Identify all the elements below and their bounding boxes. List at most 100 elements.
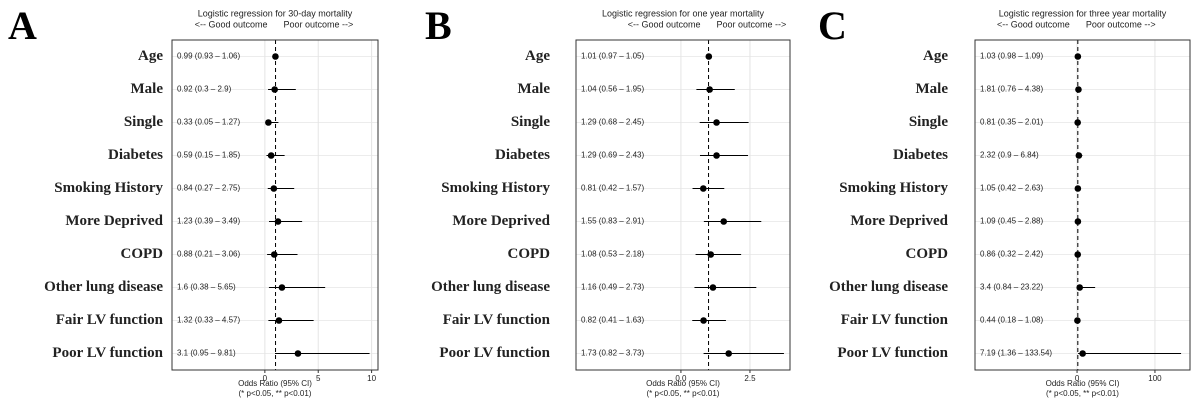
category-label: Fair LV function xyxy=(443,312,551,328)
category-label: Male xyxy=(916,81,949,97)
note: (* p<0.05, ** p<0.01) xyxy=(647,389,720,398)
category-label: Poor LV function xyxy=(439,345,550,361)
category-label: Age xyxy=(138,48,163,64)
x-axis-label: Odds Ratio (95% CI) xyxy=(238,379,312,388)
category-label: Single xyxy=(511,114,551,130)
point xyxy=(294,350,302,357)
point xyxy=(713,152,720,159)
value-label: 1.01 (0.97 – 1.05) xyxy=(581,52,644,61)
category-label: Single xyxy=(124,114,164,130)
point xyxy=(1075,86,1082,93)
annotation: <-- Good outcome xyxy=(997,19,1070,29)
x-tick-label: 0 xyxy=(263,374,268,383)
point xyxy=(720,218,728,225)
point xyxy=(725,350,732,357)
point xyxy=(700,317,707,324)
category-label: Smoking History xyxy=(839,180,948,196)
value-label: 1.6 (0.38 – 5.65) xyxy=(177,283,236,292)
note: (* p<0.05, ** p<0.01) xyxy=(239,389,312,398)
value-label: 2.32 (0.9 – 6.84) xyxy=(980,151,1039,160)
value-label: 1.16 (0.49 – 2.73) xyxy=(581,283,644,292)
point xyxy=(1076,284,1083,291)
category-label: Poor LV function xyxy=(837,345,948,361)
category-label: COPD xyxy=(121,246,164,262)
x-axis-label: Odds Ratio (95% CI) xyxy=(1046,379,1120,388)
panel-letter: C xyxy=(818,3,847,48)
panel-border xyxy=(171,39,379,371)
category-label: COPD xyxy=(906,246,949,262)
point xyxy=(275,317,283,324)
panel-letter: A xyxy=(8,3,37,48)
category-label: Diabetes xyxy=(893,147,948,163)
category-label: Poor LV function xyxy=(52,345,163,361)
value-label: 1.29 (0.69 – 2.43) xyxy=(581,151,644,160)
value-label: 1.29 (0.68 – 2.45) xyxy=(581,118,644,127)
panel-letter: B xyxy=(425,3,452,48)
value-label: 0.88 (0.21 – 3.06) xyxy=(177,250,240,259)
point xyxy=(1074,317,1081,324)
category-label: Fair LV function xyxy=(841,312,949,328)
category-label: Smoking History xyxy=(54,180,163,196)
chart-title: Logistic regression for 30-day mortality xyxy=(198,8,353,18)
value-label: 0.44 (0.18 – 1.08) xyxy=(980,316,1043,325)
point xyxy=(1075,152,1083,159)
point xyxy=(278,284,286,291)
category-label: Other lung disease xyxy=(431,279,550,295)
point xyxy=(1074,119,1081,126)
panel-border xyxy=(575,39,791,371)
annotation: <-- Good outcome xyxy=(628,19,701,29)
point xyxy=(707,251,715,258)
x-tick-label: 2.5 xyxy=(744,374,756,383)
annotation: Poor outcome --> xyxy=(1086,19,1156,29)
category-label: Male xyxy=(518,81,551,97)
value-label: 0.33 (0.05 – 1.27) xyxy=(177,118,240,127)
value-label: 1.05 (0.42 – 2.63) xyxy=(980,184,1043,193)
category-label: Single xyxy=(909,114,949,130)
value-label: 0.86 (0.32 – 2.42) xyxy=(980,250,1043,259)
chart-title: Logistic regression for one year mortali… xyxy=(602,8,765,18)
category-label: Male xyxy=(131,81,164,97)
value-label: 1.09 (0.45 – 2.88) xyxy=(980,217,1043,226)
value-label: 0.81 (0.35 – 2.01) xyxy=(980,118,1043,127)
category-label: COPD xyxy=(508,246,551,262)
x-tick-label: 5 xyxy=(316,374,321,383)
value-label: 1.23 (0.39 – 3.49) xyxy=(177,217,240,226)
category-label: More Deprived xyxy=(850,213,948,229)
category-label: Smoking History xyxy=(441,180,550,196)
point xyxy=(1074,218,1082,225)
value-label: 0.82 (0.41 – 1.63) xyxy=(581,316,644,325)
point xyxy=(699,185,707,192)
category-label: Other lung disease xyxy=(44,279,163,295)
x-tick-label: 100 xyxy=(1148,374,1162,383)
point xyxy=(1074,251,1082,258)
chart-title: Logistic regression for three year morta… xyxy=(999,8,1167,18)
point xyxy=(709,284,717,291)
value-label: 1.03 (0.98 – 1.09) xyxy=(980,52,1043,61)
panel-border xyxy=(974,39,1191,371)
category-label: Diabetes xyxy=(495,147,550,163)
x-axis-label: Odds Ratio (95% CI) xyxy=(646,379,720,388)
value-label: 3.4 (0.84 – 23.22) xyxy=(980,283,1043,292)
value-label: 0.81 (0.42 – 1.57) xyxy=(581,184,644,193)
category-label: Age xyxy=(525,48,550,64)
x-tick-label: 10 xyxy=(367,374,376,383)
value-label: 1.32 (0.33 – 4.57) xyxy=(177,316,240,325)
x-tick-label: 0.0 xyxy=(675,374,687,383)
point xyxy=(1074,185,1082,192)
value-label: 1.73 (0.82 – 3.73) xyxy=(581,349,644,358)
value-label: 3.1 (0.95 – 9.81) xyxy=(177,349,236,358)
annotation: Poor outcome --> xyxy=(717,19,787,29)
value-label: 0.84 (0.27 – 2.75) xyxy=(177,184,240,193)
point xyxy=(270,251,278,258)
note: (* p<0.05, ** p<0.01) xyxy=(1046,389,1119,398)
category-label: Other lung disease xyxy=(829,279,948,295)
value-label: 1.04 (0.56 – 1.95) xyxy=(581,85,644,94)
point xyxy=(270,185,278,192)
value-label: 0.92 (0.3 – 2.9) xyxy=(177,85,232,94)
point xyxy=(706,86,713,93)
value-label: 1.08 (0.53 – 2.18) xyxy=(581,250,644,259)
point xyxy=(1079,350,1086,357)
point xyxy=(1074,53,1082,60)
